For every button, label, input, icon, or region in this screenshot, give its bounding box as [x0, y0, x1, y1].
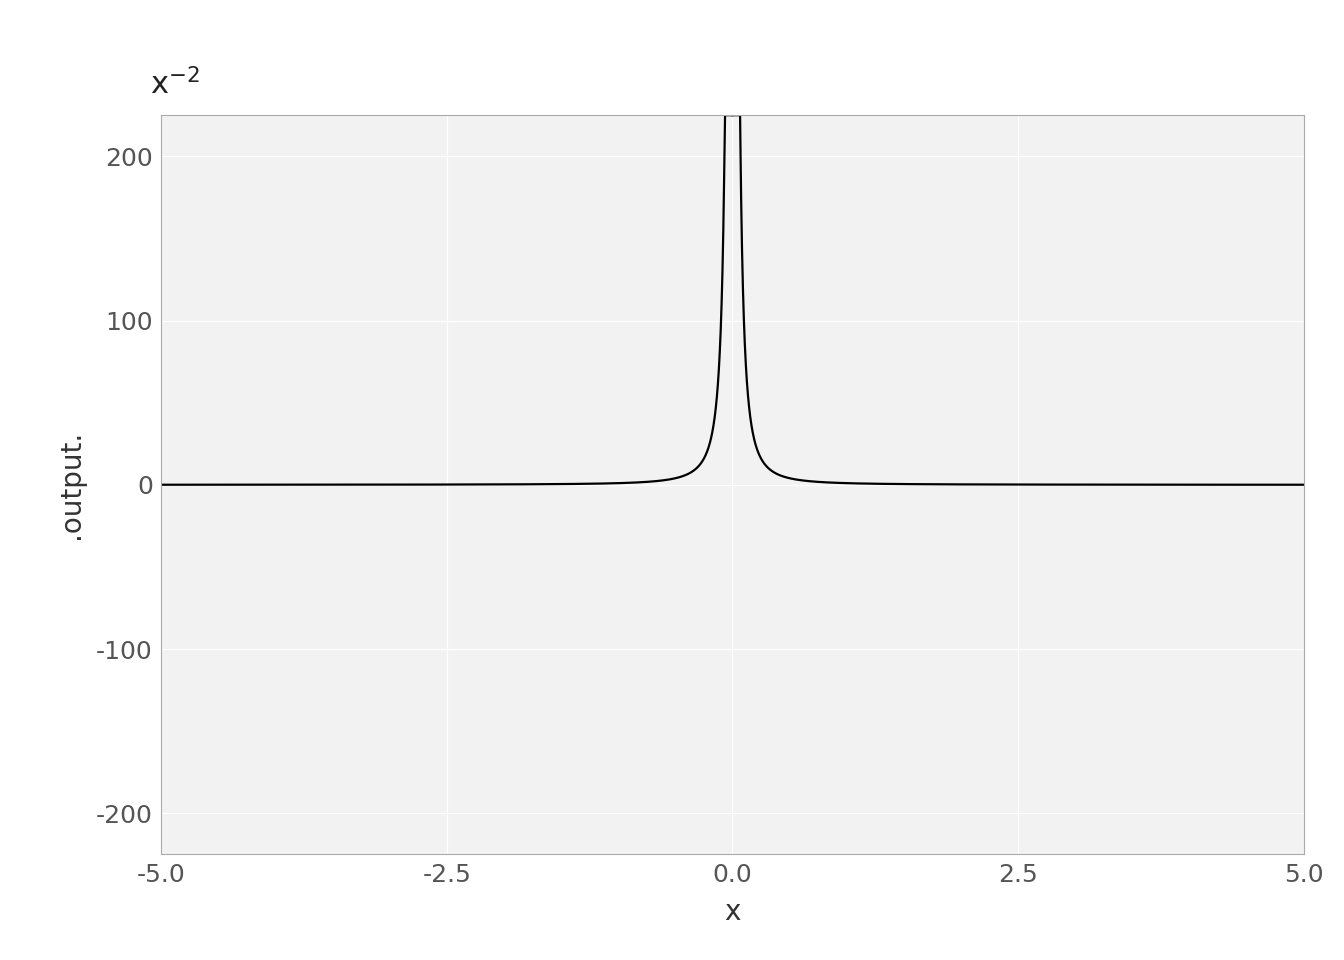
Y-axis label: .output.: .output. — [56, 430, 85, 540]
X-axis label: x: x — [724, 898, 741, 925]
Text: $\mathregular{x^{-2}}$: $\mathregular{x^{-2}}$ — [149, 68, 200, 101]
